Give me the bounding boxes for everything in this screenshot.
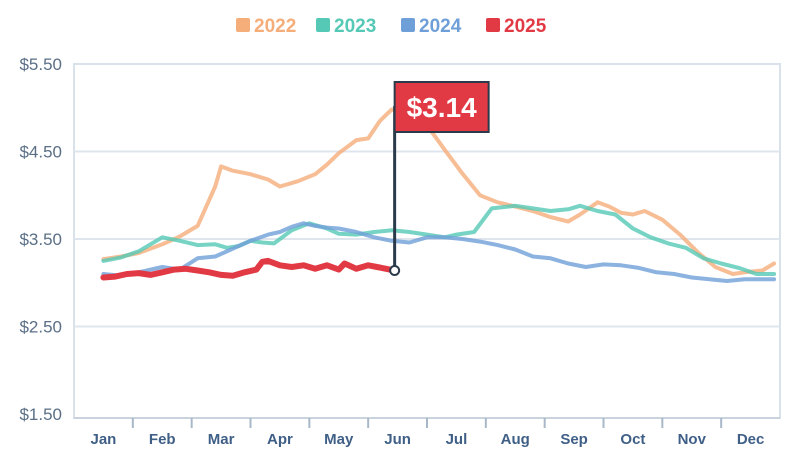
x-tick-label: Mar bbox=[208, 431, 235, 448]
legend: 2022 2023 2024 2025 bbox=[236, 16, 547, 37]
callout-value: $3.14 bbox=[407, 92, 477, 123]
legend-label-2024: 2024 bbox=[419, 16, 462, 37]
x-tick-label: Jan bbox=[90, 431, 116, 448]
legend-swatch-2025 bbox=[486, 18, 500, 32]
y-tick-label: $2.50 bbox=[19, 318, 62, 337]
x-tick-label: Jul bbox=[446, 431, 468, 448]
x-tick-label: Jun bbox=[384, 431, 411, 448]
x-tick-label: Oct bbox=[620, 431, 645, 448]
x-tick-label: Dec bbox=[737, 431, 765, 448]
y-tick-label: $4.50 bbox=[19, 143, 62, 162]
y-axis-ticks: $5.50 $4.50 $3.50 $2.50 $1.50 bbox=[19, 55, 62, 424]
legend-swatch-2022 bbox=[236, 18, 250, 32]
x-tick-label: Aug bbox=[501, 431, 530, 448]
callout-box bbox=[393, 81, 490, 133]
y-tick-label: $5.50 bbox=[19, 55, 62, 74]
price-callout: $3.14 bbox=[389, 81, 490, 276]
x-tick-label: Nov bbox=[678, 431, 707, 448]
legend-label-2023: 2023 bbox=[334, 16, 376, 37]
x-tick-label: Sep bbox=[560, 431, 588, 448]
legend-swatch-2024 bbox=[401, 18, 415, 32]
y-tick-label: $1.50 bbox=[19, 405, 62, 424]
legend-swatch-2023 bbox=[316, 18, 330, 32]
series-line-2024 bbox=[101, 221, 777, 283]
x-tick-label: Apr bbox=[267, 431, 293, 448]
x-tick-label: May bbox=[324, 431, 354, 448]
legend-label-2022: 2022 bbox=[254, 16, 296, 37]
series-line-2025 bbox=[100, 257, 398, 281]
x-axis-ticks: Jan Feb Mar Apr May Jun Jul Aug Sep Oct Nov Dec bbox=[74, 417, 780, 448]
x-tick-label: Feb bbox=[149, 431, 176, 448]
y-tick-label: $3.50 bbox=[19, 230, 62, 249]
callout-marker bbox=[389, 265, 401, 276]
legend-label-2025: 2025 bbox=[504, 16, 547, 37]
series-line-2023 bbox=[101, 203, 777, 276]
